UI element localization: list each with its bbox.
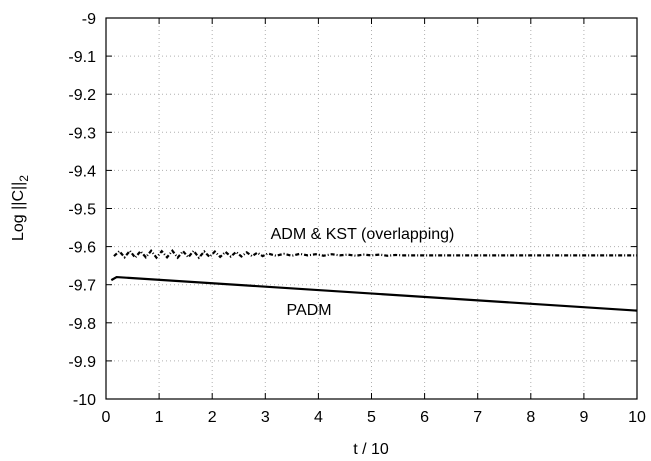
x-tick-label: 0 (102, 409, 111, 426)
annotation-layer: ADM & KST (overlapping) PADM (271, 226, 455, 319)
series-adm-kst-line (113, 249, 637, 260)
x-tick-label: 10 (628, 409, 646, 426)
annotation-adm-kst: ADM & KST (overlapping) (271, 226, 455, 243)
y-tick-label: -9.6 (68, 240, 96, 257)
y-tick-label: -9.7 (68, 278, 96, 295)
y-tick-label: -9.8 (68, 316, 96, 333)
y-tick-label: -9.3 (68, 125, 96, 142)
x-tick-label: 1 (155, 409, 164, 426)
x-tick-label: 4 (314, 409, 323, 426)
y-tick-label: -9.5 (68, 202, 96, 219)
series-layer (110, 249, 638, 312)
series-padm-line (110, 275, 638, 312)
x-tick-label: 8 (526, 409, 535, 426)
x-tick-label: 5 (367, 409, 376, 426)
x-tick-label: 7 (473, 409, 482, 426)
x-axis-label: t / 10 (353, 441, 389, 458)
y-tick-label: -9.9 (68, 354, 96, 371)
annotation-padm: PADM (287, 302, 332, 319)
y-tick-label: -9.4 (68, 163, 96, 180)
x-axis-ticks: 0 1 2 3 4 5 6 7 8 9 10 (102, 18, 646, 426)
x-tick-label: 2 (208, 409, 217, 426)
y-tick-label: -9.2 (68, 87, 96, 104)
y-tick-label: -10 (73, 392, 96, 409)
x-tick-label: 9 (579, 409, 588, 426)
y-tick-label: -9 (82, 11, 96, 28)
y-axis-label-subscript: 2 (17, 175, 31, 182)
grid-lines (106, 18, 637, 399)
y-tick-label: -9.1 (68, 49, 96, 66)
y-axis-label-main: Log ||C|| (10, 182, 27, 241)
y-axis-label: Log ||C||2 (10, 175, 31, 241)
x-tick-label: 6 (420, 409, 429, 426)
y-axis-ticks: -9 -9.1 -9.2 -9.3 -9.4 -9.5 -9.6 -9.7 -9.8 -9.9 -1… (68, 11, 637, 409)
plot-frame (105, 17, 638, 400)
x-tick-label: 3 (261, 409, 270, 426)
